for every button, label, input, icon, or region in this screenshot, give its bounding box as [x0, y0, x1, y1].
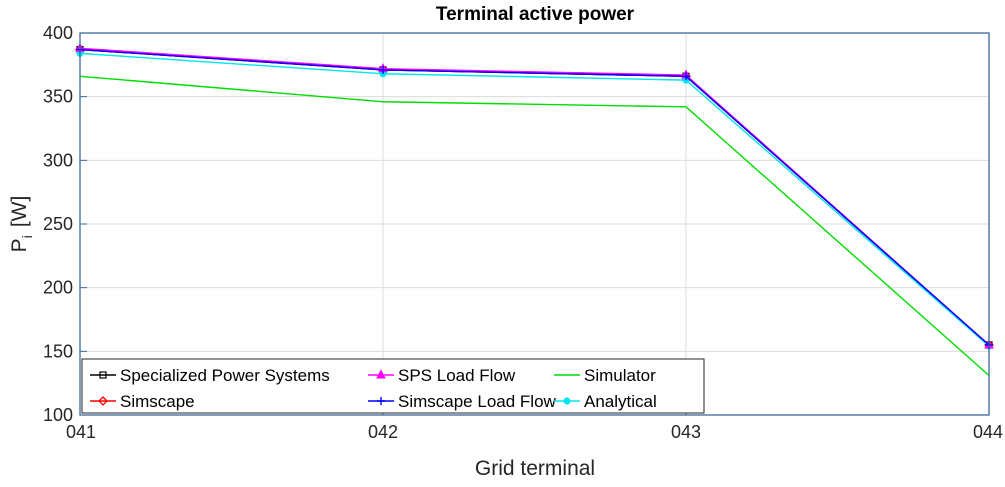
- y-tick-label: 250: [43, 214, 73, 234]
- legend-box: [81, 358, 705, 414]
- x-tick-label: 041: [66, 422, 96, 442]
- x-axis-label: Grid terminal: [475, 457, 595, 480]
- legend-item-simulator: Simulator: [554, 366, 656, 385]
- y-tick-label: 300: [43, 150, 73, 170]
- series-line-simulator: [79, 75, 990, 377]
- y-tick-label: 150: [43, 341, 73, 361]
- legend-marker: [99, 371, 107, 379]
- x-tick-labels: 041 042 043 044: [66, 422, 1003, 442]
- y-tick-label: 100: [43, 405, 73, 425]
- x-tick-label: 043: [671, 422, 701, 442]
- legend: Specialized Power Systems SPS Load Flow Si…: [81, 358, 705, 414]
- legend-item-specialized-power-systems: Specialized Power Systems: [90, 366, 330, 385]
- data-point-simscape-load-flow: [379, 65, 387, 74]
- y-axis-label-unit: [W]: [8, 196, 31, 228]
- series-line-analytical: [79, 52, 990, 347]
- series-layer: [75, 42, 994, 377]
- legend-item-simscape-load-flow: Simscape Load Flow: [368, 392, 557, 411]
- legend-label: Specialized Power Systems: [120, 366, 330, 385]
- x-tick-label: 044: [973, 422, 1003, 442]
- y-tick-label: 400: [43, 23, 73, 43]
- legend-item-sps-load-flow: SPS Load Flow: [368, 366, 516, 385]
- svg-text:Pi[W]: Pi [W]: [8, 196, 35, 253]
- legend-marker: [563, 397, 571, 405]
- plot-frame: [79, 32, 990, 416]
- y-tick-labels: 100 150 200 250 300 350 400: [43, 23, 73, 425]
- legend-label: Simscape Load Flow: [398, 392, 557, 411]
- series-line-simscape-load-flow: [79, 48, 990, 346]
- legend-item-analytical: Analytical: [554, 392, 657, 411]
- legend-marker: [98, 396, 108, 406]
- y-tick-label: 200: [43, 278, 73, 298]
- legend-item-simscape: Simscape: [90, 392, 195, 411]
- y-tick-label: 350: [43, 87, 73, 107]
- legend-label: Simscape: [120, 392, 195, 411]
- chart-title: Terminal active power: [436, 4, 635, 25]
- legend-label: Analytical: [584, 392, 657, 411]
- legend-marker: [377, 397, 385, 405]
- x-tick-label: 042: [368, 422, 398, 442]
- data-point-simscape-load-flow: [682, 72, 690, 81]
- series-simulator: [79, 75, 990, 377]
- y-axis-label-main: P: [8, 238, 31, 252]
- legend-label: SPS Load Flow: [398, 366, 516, 385]
- y-axis-label-subscript: i: [19, 235, 35, 238]
- y-axis-label: Pi [W]: [8, 196, 35, 253]
- legend-label: Simulator: [584, 366, 656, 385]
- legend-marker: [376, 369, 386, 379]
